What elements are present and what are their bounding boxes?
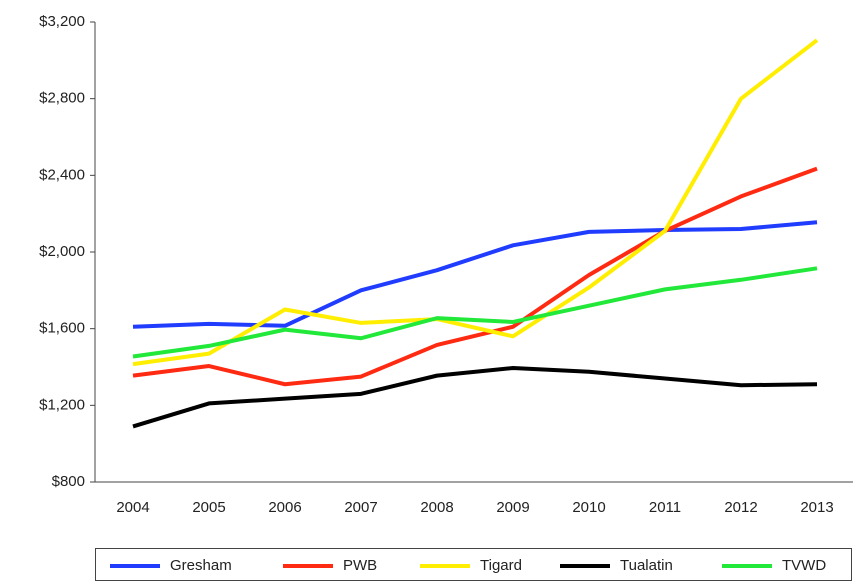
series-line	[132, 365, 818, 429]
y-tick-label: $800	[52, 473, 85, 490]
x-tick-label: 2010	[572, 499, 605, 516]
legend-label: PWB	[343, 557, 377, 574]
series-line	[132, 38, 819, 367]
series-line	[132, 166, 818, 387]
y-tick-label: $2,000	[39, 243, 85, 260]
legend-label: Tigard	[480, 557, 522, 574]
y-tick-label: $1,200	[39, 396, 85, 413]
legend-label: Tualatin	[620, 557, 673, 574]
series-line	[132, 220, 818, 329]
legend-label: Gresham	[170, 557, 232, 574]
x-tick-label: 2011	[649, 499, 681, 516]
x-tick-label: 2007	[344, 499, 377, 516]
x-tick-label: 2009	[496, 499, 529, 516]
x-tick-label: 2013	[800, 499, 833, 516]
series-line	[132, 266, 818, 359]
x-tick-label: 2005	[192, 499, 225, 516]
x-tick-label: 2012	[724, 499, 757, 516]
y-tick-label: $3,200	[39, 13, 85, 30]
y-tick-label: $2,400	[39, 166, 85, 183]
legend-box	[95, 548, 852, 581]
x-tick-label: 2004	[116, 499, 149, 516]
x-tick-label: 2006	[268, 499, 301, 516]
legend-label: TVWD	[782, 557, 826, 574]
y-tick-label: $2,800	[39, 90, 85, 107]
x-tick-label: 2008	[420, 499, 453, 516]
y-tick-label: $1,600	[39, 320, 85, 337]
